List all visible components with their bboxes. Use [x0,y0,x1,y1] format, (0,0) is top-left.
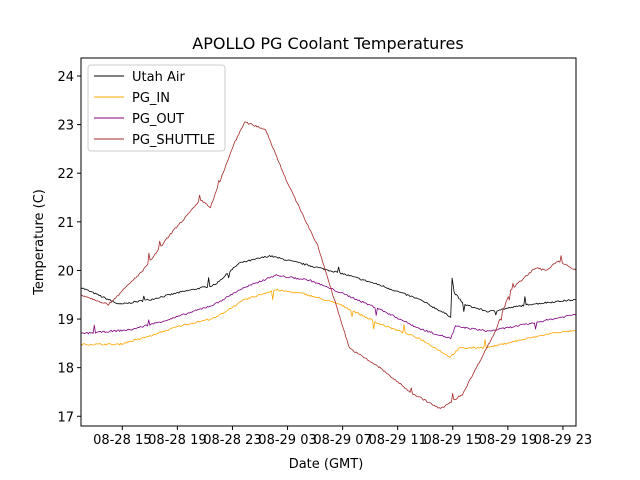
y-axis: 17 18 19 20 21 22 23 24 [57,70,81,425]
chart-title: APOLLO PG Coolant Temperatures [192,34,463,53]
y-tick-label: 17 [57,410,74,425]
x-tick-label: 08-29 07 [313,433,371,448]
y-tick-label: 24 [57,70,74,85]
series-line-pg-shuttle [80,121,577,409]
x-tick-label: 08-28 15 [93,433,151,448]
legend-label: Utah Air [132,70,185,85]
series-layer [80,121,577,409]
y-tick-label: 21 [57,216,74,231]
y-tick-label: 19 [57,313,74,328]
x-tick-label: 08-28 23 [203,433,261,448]
x-tick-label: 08-28 19 [148,433,206,448]
legend-box [87,64,226,152]
x-tick-label: 08-29 15 [424,433,482,448]
x-axis-title: Date (GMT) [289,457,364,472]
y-tick-label: 23 [57,119,74,134]
y-axis-title: Temperature (C) [32,189,47,296]
series-line-utah-air [81,255,577,318]
y-tick-label: 20 [57,264,74,279]
x-tick-label: 08-29 19 [479,433,537,448]
legend-label: PG_IN [132,91,170,106]
y-tick-label: 22 [57,167,74,182]
series-line-pg-in [80,289,577,358]
legend: Utah Air PG_IN PG_OUT PG_SHUTTLE [87,64,226,152]
series-line-pg-out [80,274,577,340]
x-tick-label: 08-29 23 [534,433,592,448]
x-tick-label: 08-29 11 [368,433,426,448]
plot-frame [80,57,577,427]
y-tick-label: 18 [57,362,74,377]
legend-label: PG_SHUTTLE [132,133,215,148]
legend-label: PG_OUT [132,112,184,127]
x-tick-label: 08-29 03 [258,433,316,448]
